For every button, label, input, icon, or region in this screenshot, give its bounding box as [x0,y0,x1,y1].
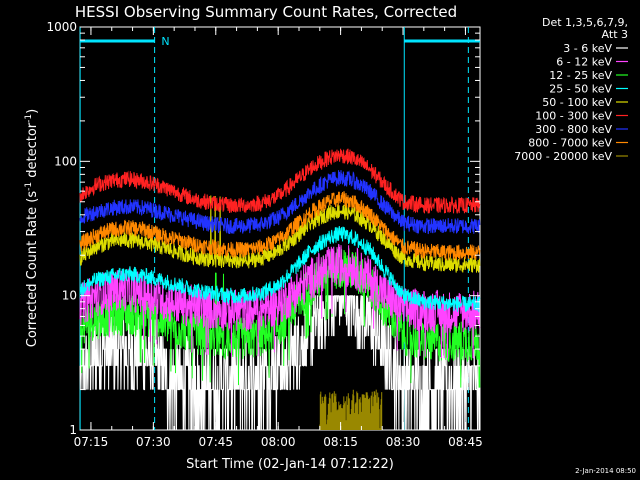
x-tick-label-4: 08:15 [323,435,358,449]
series-path [319,389,383,430]
series-path [79,148,481,214]
legend-header-2: Att 3 [602,28,628,41]
annotation-0: N [161,35,169,48]
legend-label-1: 6 - 12 keV [556,56,612,69]
x-tick-label-6: 08:45 [448,435,483,449]
y-tick-label-0: 1 [69,423,77,437]
legend-label-8: 7000 - 20000 keV [514,150,612,163]
y-tick-label-1: 10 [62,289,77,303]
legend-label-6: 300 - 800 keV [535,123,612,136]
series-100-300-kev [79,148,481,214]
annotations: N [161,35,169,48]
y-tick-label-3: 1000 [46,20,77,34]
series-3-6-kev [79,295,481,431]
x-tick-label-1: 07:30 [136,435,171,449]
legend-label-4: 50 - 100 keV [542,96,612,109]
x-tick-label-0: 07:15 [74,435,109,449]
x-tick-label-5: 08:30 [386,435,421,449]
legend-label-3: 25 - 50 keV [549,83,612,96]
y-axis-label: Corrected Count Rate (s-1 detector-1) [24,109,40,347]
series-300-800-kev [79,170,481,235]
series-12-25-kev [79,248,481,388]
series-path [79,170,481,235]
series-path [79,226,481,313]
legend-label-0: 3 - 6 keV [563,42,612,55]
series-7000-20000-kev [319,389,383,430]
y-axis-ticks: 1 10 100 1000 [46,20,480,437]
x-axis-ticks: 07:15 07:30 07:45 08:00 08:15 08:30 08:45 [74,27,483,449]
series-25-50-kev [79,226,481,313]
series-path [79,191,481,261]
chart-title: HESSI Observing Summary Count Rates, Cor… [75,3,457,21]
series-path [79,243,481,359]
timestamp: 2-Jan-2014 08:50 [575,467,636,475]
series-path [79,295,481,431]
legend-label-7: 800 - 7000 keV [528,137,612,150]
series-6-12-kev [79,243,481,359]
series-800-7000-kev [79,191,481,261]
x-axis-label: Start Time (02-Jan-14 07:12:22) [186,457,394,472]
legend-header-1: Det 1,3,5,6,7,9, [542,16,628,29]
x-tick-label-2: 07:45 [198,435,233,449]
x-tick-label-3: 08:00 [261,435,296,449]
series-path [79,248,481,388]
legend-label-5: 100 - 300 keV [535,110,612,123]
y-tick-label-2: 100 [54,154,77,168]
series-group [79,148,481,431]
legend-label-2: 12 - 25 keV [549,69,612,82]
